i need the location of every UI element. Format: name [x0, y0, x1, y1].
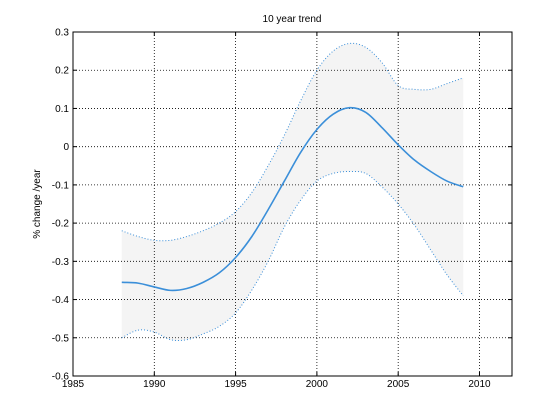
x-tick-label: 2005 [387, 379, 410, 390]
upper-bound-line [121, 42, 464, 242]
trend-line [121, 106, 464, 292]
y-tick-label: -0.3 [52, 257, 70, 268]
y-tick-label: 0.2 [55, 66, 69, 77]
x-tick-label: 2000 [306, 379, 329, 390]
y-tick-label: -0.2 [52, 219, 70, 230]
y-tick-label: 0 [63, 142, 69, 153]
x-tick-label: 1990 [143, 379, 166, 390]
x-tick-label: 1985 [62, 379, 85, 390]
x-tick-label: 1995 [224, 379, 247, 390]
x-tick-label: 2010 [468, 379, 491, 390]
y-tick-label: -0.6 [52, 372, 70, 383]
plot-area: 1985 1990 1995 2000 2005 2010 0.3 0.2 0.1 0 -0.1 -0… [52, 28, 513, 390]
y-tick-label: 0.3 [55, 28, 69, 39]
y-tick-label: -0.4 [52, 295, 70, 306]
y-tick-label: -0.5 [52, 333, 70, 344]
lower-bound-line [121, 170, 464, 342]
axes-frame [72, 31, 513, 377]
y-axis-label: % change /year [32, 169, 43, 239]
confidence-band [121, 43, 464, 341]
y-tick-label: -0.1 [52, 180, 70, 191]
y-tick-label: 0.1 [55, 104, 69, 115]
chart-title: 10 year trend [263, 14, 322, 25]
